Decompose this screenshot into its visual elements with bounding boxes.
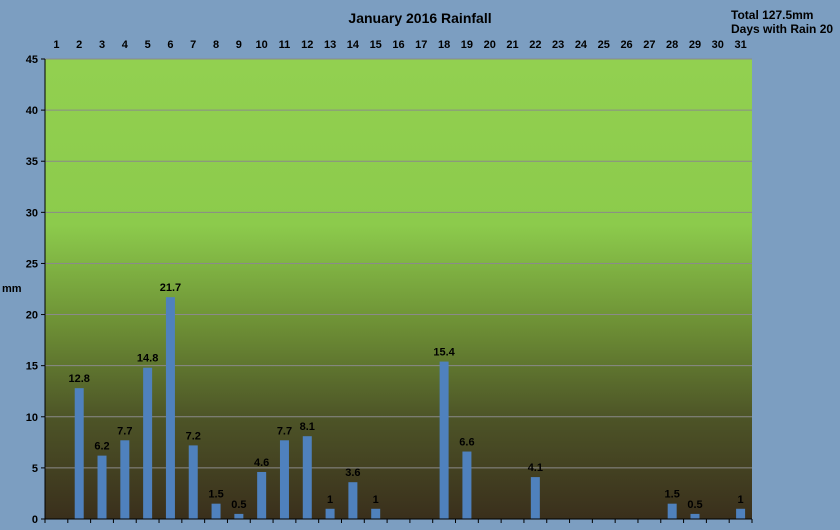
chart-title: January 2016 Rainfall [348,10,491,26]
y-axis-ticks: 0 5 10 15 20 25 30 35 40 45 [26,54,45,526]
data-label: 0.5 [687,499,702,511]
x-tick-label: 16 [392,39,404,51]
x-tick-label: 24 [575,39,588,51]
bar-day-29 [690,513,700,519]
bar-day-7 [188,445,198,519]
y-axis-label: mm [2,283,22,295]
y-tick-label: 45 [26,54,38,66]
x-tick-label: 10 [256,39,268,51]
bar-day-4 [120,440,130,519]
data-label: 1.5 [208,489,223,501]
x-tick-label: 26 [620,39,632,51]
bar-day-5 [143,367,153,519]
bar-day-8 [211,503,221,519]
data-label: 6.6 [459,437,474,449]
data-label: 1.5 [665,489,680,501]
x-tick-label: 21 [506,39,518,51]
bar-day-22 [530,477,540,519]
data-label: 12.8 [68,373,89,385]
data-labels: 12.8 6.2 7.7 14.8 21.7 7.2 1.5 0.5 4.6 7.7 8.1 1 3.6… [68,282,743,511]
y-tick-label: 10 [26,412,38,424]
x-tick-label: 11 [279,39,291,51]
bar-day-11 [279,440,289,519]
data-label: 8.1 [300,421,315,433]
data-label: 7.2 [186,430,201,442]
x-tick-label: 6 [167,39,173,51]
data-label: 1 [373,494,379,506]
bars [74,297,746,519]
data-label: 15.4 [433,347,455,359]
data-label: 7.7 [117,425,132,437]
bar-day-3 [97,455,107,519]
bar-day-2 [74,388,84,519]
x-tick-label: 12 [301,39,313,51]
bar-day-18 [439,361,449,519]
y-tick-label: 25 [26,258,38,270]
bar-day-14 [348,482,358,519]
x-tick-label: 3 [99,39,105,51]
y-tick-label: 40 [26,105,38,117]
plot-area [45,59,752,519]
bar-day-10 [257,471,267,519]
data-label: 0.5 [231,499,246,511]
days-with-rain-text: Days with Rain 20 [731,22,833,36]
data-label: 4.1 [528,462,543,474]
bar-day-9 [234,513,244,519]
x-tick-label: 18 [438,39,450,51]
x-tick-label: 13 [324,39,336,51]
data-label: 6.2 [94,441,109,453]
x-tick-label: 15 [370,39,382,51]
x-tick-label: 9 [236,39,242,51]
data-label: 4.6 [254,457,269,469]
data-label: 1 [738,494,744,506]
bar-day-12 [302,436,312,519]
y-tick-label: 5 [32,463,38,475]
bar-day-19 [462,451,472,519]
data-label: 1 [327,494,333,506]
x-tick-label: 30 [712,39,724,51]
y-tick-label: 30 [26,207,38,219]
data-label: 21.7 [160,282,181,294]
x-tick-label: 23 [552,39,564,51]
x-tick-label: 7 [190,39,196,51]
data-label: 3.6 [345,467,360,479]
y-tick-label: 0 [32,514,38,526]
x-tick-label: 20 [484,39,496,51]
bar-day-28 [667,503,677,519]
y-tick-label: 20 [26,310,38,322]
x-tick-label: 28 [666,39,678,51]
total-rainfall-text: Total 127.5mm [731,8,813,22]
y-tick-label: 15 [26,361,38,373]
x-tick-label: 31 [734,39,746,51]
bar-day-15 [371,508,381,519]
y-tick-label: 35 [26,156,38,168]
data-label: 14.8 [137,353,158,365]
x-tick-label: 27 [643,39,655,51]
x-tick-label: 14 [347,39,360,51]
x-tick-label: 8 [213,39,219,51]
bar-day-13 [325,508,335,519]
axes [44,59,752,520]
x-tick-label: 2 [76,39,82,51]
x-tick-label: 17 [415,39,427,51]
x-tick-label: 22 [529,39,541,51]
x-tick-label: 5 [145,39,151,51]
x-tick-label: 25 [598,39,610,51]
bar-day-31 [736,508,746,519]
data-label: 7.7 [277,425,292,437]
x-tick-label: 4 [122,39,129,51]
x-tick-label: 1 [53,39,59,51]
x-axis-ticks: 1 2 3 4 5 6 7 8 9 10 11 12 13 14 15 16 17 18 19 20 21 22 23 24 2… [44,39,753,523]
bar-day-6 [165,297,175,519]
x-tick-label: 19 [461,39,473,51]
gridlines [45,58,752,469]
x-tick-label: 29 [689,39,701,51]
